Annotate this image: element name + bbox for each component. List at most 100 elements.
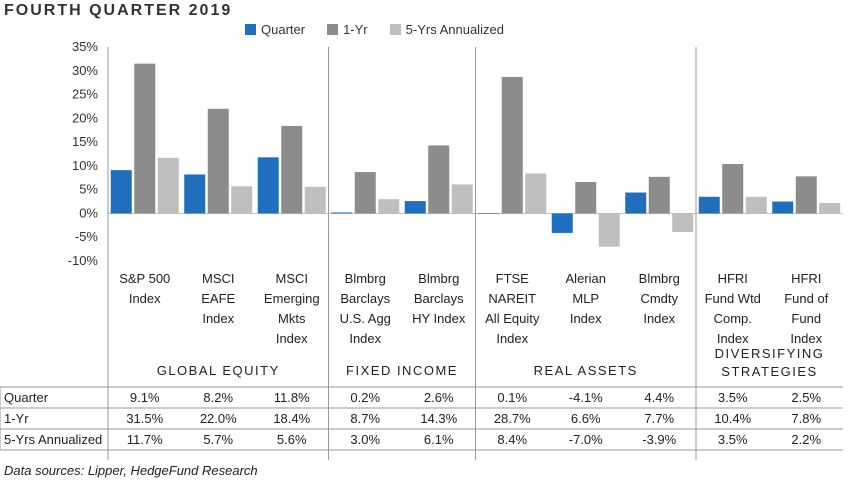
bar bbox=[625, 192, 647, 214]
category-label: Emerging bbox=[264, 291, 320, 306]
bar bbox=[648, 176, 670, 214]
y-tick-label: 15% bbox=[72, 134, 98, 149]
bar-chart: -10% -5% 0% 5% 10% 15% 20% 25% 30% 35% S&P 500 Inde… bbox=[0, 39, 843, 460]
category-label: Fund of bbox=[784, 291, 828, 306]
legend-item-quarter: Quarter bbox=[245, 22, 305, 37]
category-label: Index bbox=[570, 311, 602, 326]
category-label: FTSE bbox=[496, 271, 530, 286]
bar bbox=[819, 202, 841, 214]
table-cell: 3.5% bbox=[718, 432, 748, 447]
category-label: HY Index bbox=[412, 311, 466, 326]
category-label: HFRI bbox=[718, 271, 748, 286]
category-label: EAFE bbox=[201, 291, 235, 306]
bar bbox=[672, 213, 694, 232]
table-cell: 5.7% bbox=[203, 432, 233, 447]
group-label: FIXED INCOME bbox=[346, 363, 458, 378]
bar bbox=[378, 199, 400, 214]
category-label: Index bbox=[349, 331, 381, 346]
bar bbox=[772, 201, 794, 214]
y-tick-label: 20% bbox=[72, 110, 98, 125]
table-cell: 8.2% bbox=[203, 390, 233, 405]
table-row-label: 1-Yr bbox=[4, 411, 29, 426]
table-cell: 8.4% bbox=[497, 432, 527, 447]
y-tick-label: 5% bbox=[79, 182, 98, 197]
y-tick-label: 30% bbox=[72, 63, 98, 78]
table-cell: 2.2% bbox=[791, 432, 821, 447]
bar bbox=[157, 157, 179, 214]
group-label: REAL ASSETS bbox=[534, 363, 638, 378]
bar bbox=[795, 176, 817, 214]
category-label: U.S. Agg bbox=[340, 311, 391, 326]
group-label: DIVERSIFYING bbox=[715, 346, 825, 361]
bar bbox=[598, 213, 620, 247]
table-cell: 2.5% bbox=[791, 390, 821, 405]
table-cell: 22.0% bbox=[200, 411, 237, 426]
legend-label-1yr: 1-Yr bbox=[343, 22, 368, 37]
category-label: Barclays bbox=[414, 291, 464, 306]
legend-swatch-quarter bbox=[245, 24, 256, 35]
category-label: Blmbrg bbox=[639, 271, 680, 286]
group-label: STRATEGIES bbox=[721, 364, 817, 379]
y-tick-label: 10% bbox=[72, 158, 98, 173]
table-cell: -3.9% bbox=[642, 432, 676, 447]
bar bbox=[134, 63, 156, 214]
table-cell: 7.8% bbox=[791, 411, 821, 426]
table-cell: 8.7% bbox=[350, 411, 380, 426]
bar bbox=[525, 173, 547, 214]
y-tick-label: 35% bbox=[72, 39, 98, 54]
category-label: Alerian bbox=[566, 271, 606, 286]
table-cell: 0.1% bbox=[497, 390, 527, 405]
bar bbox=[745, 196, 767, 214]
bar bbox=[281, 125, 303, 214]
table-cell: 7.7% bbox=[644, 411, 674, 426]
y-tick-label: -5% bbox=[75, 229, 99, 244]
table-cell: 6.1% bbox=[424, 432, 454, 447]
category-label: Blmbrg bbox=[418, 271, 459, 286]
table-cell: 4.4% bbox=[644, 390, 674, 405]
bar bbox=[207, 108, 229, 214]
category-label: MSCI bbox=[276, 271, 309, 286]
table-cell: 31.5% bbox=[126, 411, 163, 426]
y-tick-label: -10% bbox=[68, 253, 99, 268]
table-cell: 11.8% bbox=[274, 390, 310, 405]
category-label: MLP bbox=[572, 291, 599, 306]
y-tick-label: 25% bbox=[72, 87, 98, 102]
table-cell: 10.4% bbox=[714, 411, 751, 426]
table-cell: 3.0% bbox=[350, 432, 380, 447]
y-tick-label: 0% bbox=[79, 205, 98, 220]
table-cell: 6.6% bbox=[571, 411, 601, 426]
table-cell: 2.6% bbox=[424, 390, 454, 405]
legend-swatch-1yr bbox=[327, 24, 339, 35]
legend: Quarter 1-Yr 5-Yrs Annualized bbox=[245, 22, 504, 37]
category-label: Blmbrg bbox=[345, 271, 386, 286]
table-cell: 3.5% bbox=[718, 390, 748, 405]
table-row-label: Quarter bbox=[4, 390, 49, 405]
group-label: GLOBAL EQUITY bbox=[157, 363, 280, 378]
chart-title: FOURTH QUARTER 2019 bbox=[4, 2, 233, 19]
data-source-note: Data sources: Lipper, HedgeFund Research bbox=[4, 463, 258, 478]
category-label: Cmdty bbox=[640, 291, 678, 306]
category-label: Index bbox=[790, 331, 822, 346]
bar bbox=[698, 196, 720, 214]
legend-item-5yr: 5-Yrs Annualized bbox=[389, 22, 504, 37]
category-label: Index bbox=[643, 311, 675, 326]
bar bbox=[184, 174, 206, 214]
table-cell: 18.4% bbox=[273, 411, 310, 426]
bar bbox=[428, 145, 450, 214]
category-label: Index bbox=[202, 311, 234, 326]
table-cell: -7.0% bbox=[569, 432, 603, 447]
category-label: Index bbox=[129, 291, 161, 306]
bar bbox=[354, 172, 376, 214]
table-cell: -4.1% bbox=[569, 390, 603, 405]
table-cell: 11.7% bbox=[127, 432, 163, 447]
bar bbox=[304, 186, 326, 214]
table-cell: 9.1% bbox=[130, 390, 160, 405]
category-label: Fund Wtd bbox=[705, 291, 761, 306]
bar bbox=[257, 157, 279, 214]
category-label: Comp. bbox=[714, 311, 752, 326]
category-label: Fund bbox=[791, 311, 821, 326]
category-label: Index bbox=[717, 331, 749, 346]
bar bbox=[551, 213, 573, 233]
category-label: NAREIT bbox=[488, 291, 536, 306]
bar bbox=[451, 184, 473, 214]
